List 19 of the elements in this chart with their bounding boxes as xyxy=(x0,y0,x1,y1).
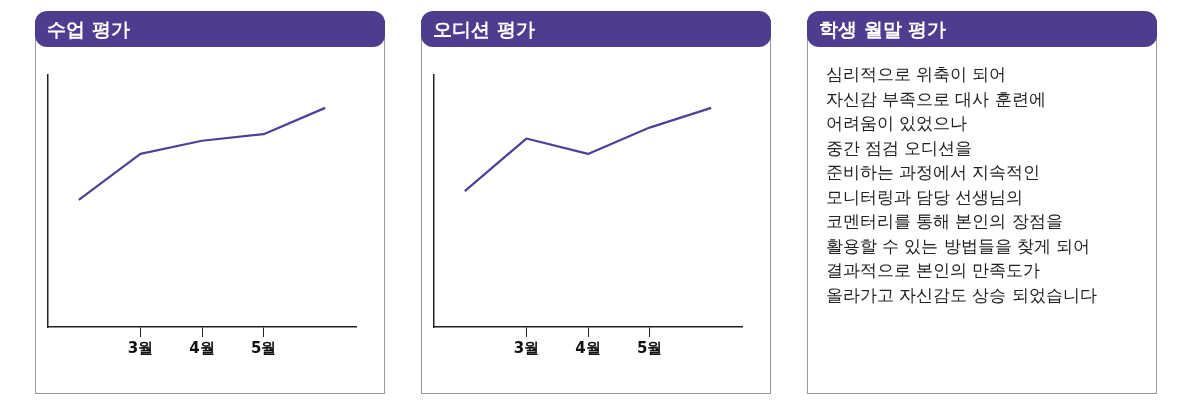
text: 중간 점검 오디션을 xyxy=(826,137,974,160)
text: 코멘터리를 통해 본인의 장점을 xyxy=(826,211,1064,233)
text: 학생 월말 평가 xyxy=(807,11,1157,47)
chart-title: 오디션 평가 xyxy=(421,11,771,47)
text: 활용할 수 있는 방법들을 찾게 되어 xyxy=(826,235,1092,258)
x-tick-label: 3월 xyxy=(127,338,154,357)
text: 심리적으로 위축이 되어 xyxy=(826,64,1008,86)
x-tick-label: 3월 xyxy=(513,338,540,357)
text: 올라가고 자신감도 상승 되었습니다 xyxy=(826,284,1098,307)
x-tick-label: 4월 xyxy=(189,338,215,357)
text: 어려움이 있었으나 xyxy=(826,113,969,135)
x-tick-label: 5월 xyxy=(250,338,277,357)
text: 모니터링과 담당 선생님의 xyxy=(826,186,1025,209)
chart-title: 수업 평가 xyxy=(35,11,385,47)
text: 결과적으로 본인의 만족도가 xyxy=(826,260,1042,282)
x-tick-label: 5월 xyxy=(636,338,663,357)
text: 자신감 부족으로 대사 훈련에 xyxy=(826,88,1047,111)
x-tick-label: 4월 xyxy=(575,338,601,357)
text: 준비하는 과정에서 지속적인 xyxy=(826,162,1042,184)
